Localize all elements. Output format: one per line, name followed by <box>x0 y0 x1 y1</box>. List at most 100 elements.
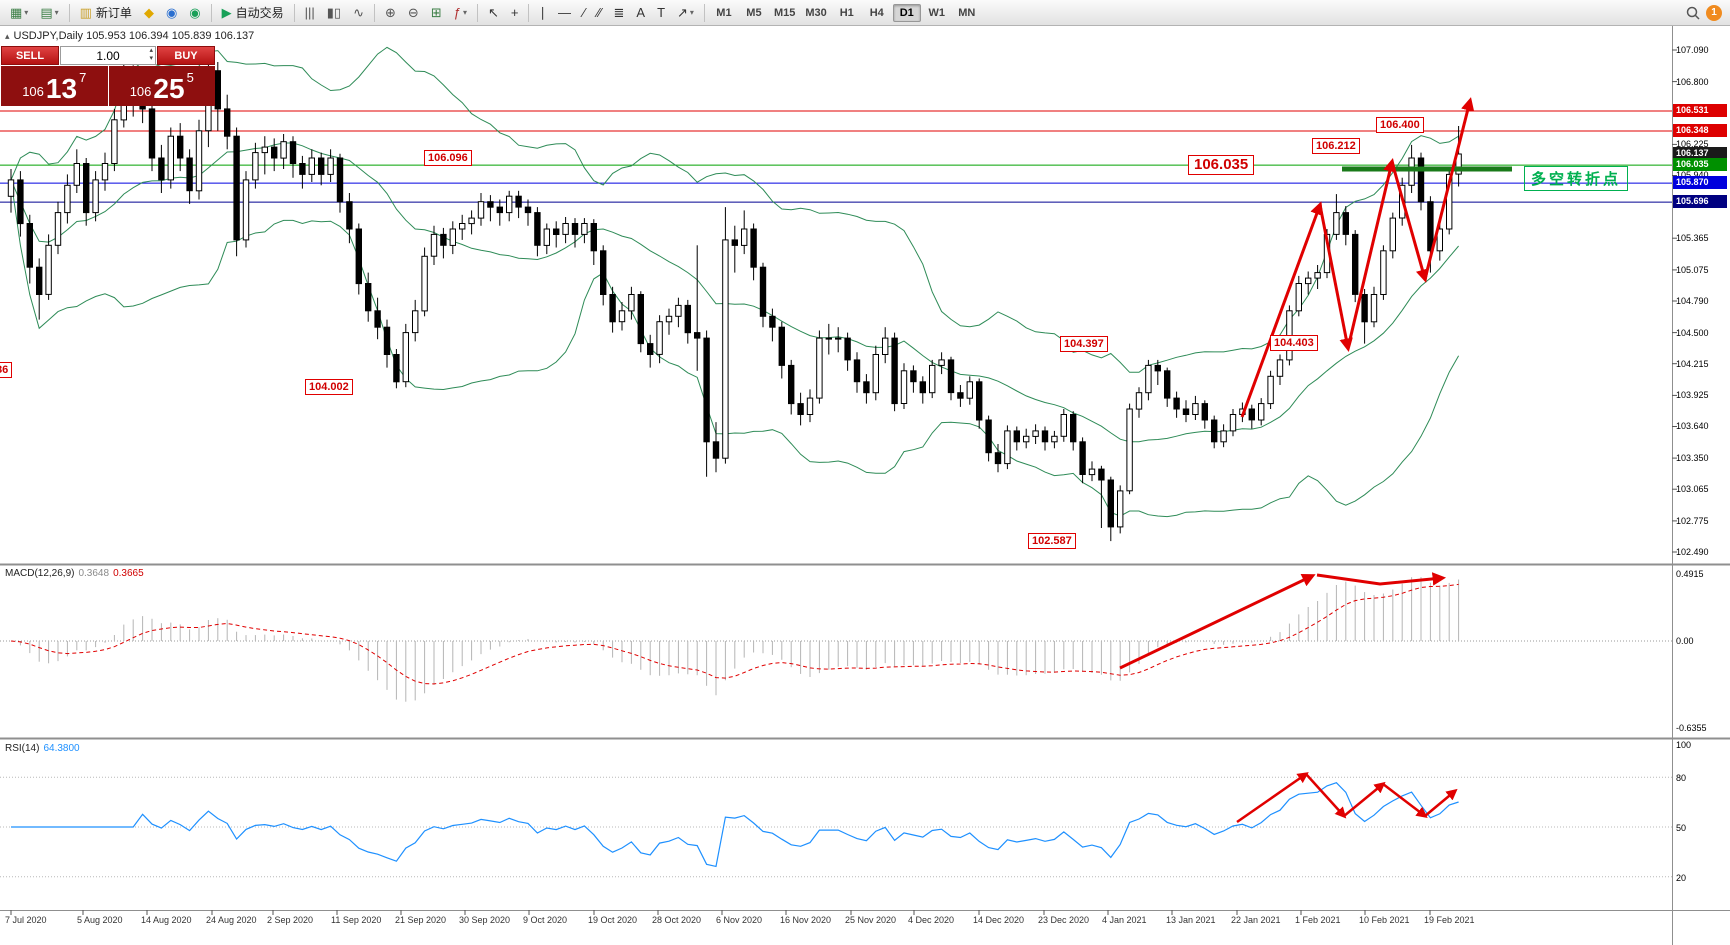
candles-chart-button[interactable]: ▮▯ <box>322 2 346 24</box>
bull-candle <box>1436 228 1443 252</box>
bull-candle <box>430 233 438 257</box>
bear-candle <box>524 206 532 214</box>
bear-candle <box>919 381 926 394</box>
notification-badge[interactable]: 1 <box>1706 4 1722 21</box>
tile-windows-button[interactable]: ⊞ <box>426 2 447 24</box>
bear-candle <box>957 392 964 399</box>
lot-size-field[interactable]: 1.00 ▴ ▾ <box>60 46 156 65</box>
timeframe-m1[interactable]: M1 <box>716 6 732 19</box>
bear-candle <box>684 304 691 334</box>
bear-candle <box>788 364 795 405</box>
autotrading-button[interactable]: ▶ 自动交易 <box>217 2 289 24</box>
bull-candle <box>966 381 973 399</box>
collapse-panel-icon[interactable]: ▴ <box>5 31 10 41</box>
toolbar-separator <box>374 3 375 22</box>
bear-candle <box>976 381 983 421</box>
bear-candle <box>158 157 165 181</box>
zoom-out-button[interactable]: ⊖ <box>403 2 424 24</box>
timeframe-h4[interactable]: H4 <box>869 6 884 19</box>
bollinger-middle-band <box>10 142 1459 443</box>
channel-button[interactable]: ∕∕ <box>592 2 606 24</box>
new-order-button[interactable]: ▥ 新订单 <box>75 2 137 24</box>
timeframe-mn[interactable]: MN <box>958 6 976 19</box>
buy-button[interactable]: BUY <box>157 46 215 65</box>
bear-candle <box>731 239 738 246</box>
timeframe-d1[interactable]: D1 <box>892 3 921 22</box>
one-click-trading-panel: SELL 1.00 ▴ ▾ BUY 106 13 7 106 25 5 <box>1 46 215 106</box>
new-chart-button[interactable]: ▦ ▾ <box>5 2 33 24</box>
bull-candle <box>261 146 269 154</box>
bear-candle <box>393 354 400 383</box>
bear-candle <box>759 266 767 317</box>
trend-arrow <box>1318 204 1353 352</box>
bear-candle <box>36 266 43 296</box>
vertical-line-button[interactable]: ∣ <box>534 2 551 24</box>
timeframe-m30[interactable]: M30 <box>805 6 827 19</box>
community-button[interactable]: ◉ <box>161 2 182 24</box>
tile-windows-icon: ⊞ <box>430 5 442 20</box>
timeframe-m15[interactable]: M15 <box>773 6 796 19</box>
trendline-button[interactable]: ∕ <box>578 2 590 24</box>
bull-candle <box>92 179 99 214</box>
timeframe-m5[interactable]: M5 <box>746 6 762 19</box>
timeframe-h1[interactable]: H1 <box>839 6 854 19</box>
bull-candle <box>1258 403 1265 421</box>
bull-candle <box>665 315 673 323</box>
crosshair-button[interactable]: + <box>506 2 524 24</box>
market-button[interactable]: ◉ <box>184 2 205 24</box>
vertical-line-icon: ∣ <box>539 5 546 20</box>
metaeditor-button[interactable]: ◆ <box>139 2 159 24</box>
bear-candle <box>1182 408 1190 415</box>
cursor-button[interactable]: ↖ <box>483 2 504 24</box>
bull-candle <box>806 397 814 416</box>
bull-candle <box>1455 153 1462 175</box>
bear-candle <box>712 441 720 459</box>
caret-down-icon: ▾ <box>462 8 467 17</box>
bull-candle <box>628 294 635 312</box>
bear-candle <box>797 403 804 416</box>
bull-candle <box>825 337 832 340</box>
macd-main-value: 0.3648 <box>78 568 110 579</box>
new-order-icon: ▥ <box>79 5 92 20</box>
bear-candle <box>1154 364 1161 372</box>
bear-candle <box>383 326 391 356</box>
bull-candle <box>816 337 823 399</box>
bear-candle <box>374 310 381 328</box>
trend-arrow <box>1305 773 1347 819</box>
price-pane <box>0 46 1672 542</box>
toolbar-separator <box>293 3 295 22</box>
caret-down-icon: ▾ <box>54 8 59 17</box>
horizontal-line-button[interactable]: ― <box>553 2 576 24</box>
bull-candle <box>1126 408 1133 492</box>
bear-candle <box>346 201 353 230</box>
bear-candle <box>703 337 710 443</box>
profiles-button[interactable]: ▤ ▾ <box>35 2 63 24</box>
text-button[interactable]: A <box>631 2 650 24</box>
zoom-in-button[interactable]: ⊕ <box>380 2 401 24</box>
bull-candle <box>45 244 52 295</box>
bull-candle <box>101 163 109 181</box>
lot-size-value: 1.00 <box>96 48 120 63</box>
line-chart-button[interactable]: ∿ <box>348 2 369 24</box>
bull-candle <box>1446 173 1453 230</box>
bull-candle <box>1389 217 1396 252</box>
bear-candle <box>778 326 785 366</box>
fibonacci-button[interactable]: ≣ <box>608 2 629 24</box>
fibonacci-icon: ≣ <box>613 5 625 20</box>
bull-candle <box>938 359 945 366</box>
sell-button[interactable]: SELL <box>1 46 59 65</box>
lot-increase-button[interactable]: ▴ <box>149 47 153 54</box>
arrows-button[interactable]: ↗ ▾ <box>672 2 699 24</box>
lot-decrease-button[interactable]: ▾ <box>149 55 153 62</box>
timeframe-w1[interactable]: W1 <box>928 6 946 19</box>
label-button[interactable]: T <box>652 2 670 24</box>
bars-chart-button[interactable]: ||| <box>300 2 320 24</box>
bull-candle <box>64 184 71 214</box>
indicators-button[interactable]: ƒ ▾ <box>449 2 472 24</box>
bull-candle <box>327 157 334 175</box>
search-icon[interactable] <box>1686 6 1700 20</box>
sell-price-button[interactable]: 106 13 7 <box>1 66 108 106</box>
buy-price-button[interactable]: 106 25 5 <box>108 66 215 106</box>
bull-candle <box>1135 392 1143 410</box>
